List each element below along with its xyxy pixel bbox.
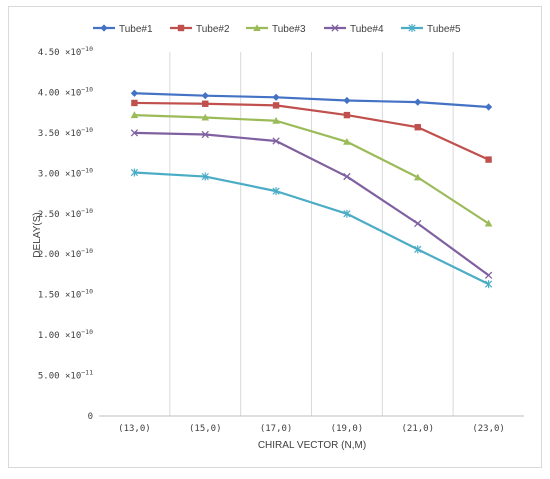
series-line (134, 101, 490, 161)
series-2 (131, 99, 492, 163)
y-tick-label: 4.00 ×10−10 (38, 85, 93, 98)
legend-item: Tube#2 (170, 24, 230, 35)
data-point (130, 111, 139, 119)
series-line (134, 131, 490, 277)
legend-item: Tube#4 (324, 24, 384, 35)
y-tick-label: 4.50 ×10−10 (38, 45, 93, 58)
marker-stroke (343, 172, 351, 181)
x-tick-label: (13,0) (118, 424, 151, 434)
series-5 (130, 168, 493, 289)
data-point (484, 280, 493, 289)
data-point (413, 173, 422, 181)
data-point (484, 103, 493, 111)
marker-stroke (130, 129, 139, 137)
series-line (134, 92, 489, 109)
y-tick-label: 0 (88, 412, 93, 422)
data-point (484, 271, 493, 279)
data-point (343, 96, 351, 105)
y-tick-label: 1.00 ×10−10 (38, 328, 93, 341)
y-tick-label: 5.00 ×10−11 (38, 369, 93, 382)
marker-stroke (331, 24, 339, 32)
legend-marker (177, 24, 185, 32)
x-axis-title: CHIRAL VECTOR (N,M) (258, 440, 366, 451)
y-tick-label: 2.50 ×10−10 (38, 207, 93, 220)
data-point (272, 137, 280, 145)
data-point (414, 124, 421, 131)
data-point (414, 98, 422, 106)
series-group (130, 89, 493, 289)
legend-marker (100, 24, 108, 32)
marker-stroke (272, 137, 280, 145)
axes: (13,0) (15,0) (17,0) (19,0) (21,0) (23,0) 0 5.0… (38, 45, 524, 434)
data-point (201, 130, 209, 139)
y-axis-title: DELAY(S) (32, 212, 43, 257)
series-line (134, 171, 490, 286)
data-point (201, 92, 209, 100)
x-tick-label: (17,0) (260, 424, 293, 434)
legend-label: Tube#4 (350, 24, 384, 35)
y-tick-label: 1.50 ×10−10 (38, 288, 93, 301)
data-point (201, 113, 210, 121)
data-point (414, 245, 422, 254)
data-point (414, 219, 422, 228)
data-point (272, 93, 280, 101)
y-tick-label: 3.00 ×10−10 (38, 166, 93, 179)
data-point (485, 156, 492, 163)
x-tick-label: (19,0) (331, 424, 364, 434)
y-tick-label: 3.50 ×10−10 (38, 126, 93, 139)
x-tick-label: (21,0) (401, 424, 434, 434)
gridlines (169, 52, 454, 416)
marker-stroke (414, 219, 422, 228)
series-3 (130, 111, 493, 227)
legend-label: Tube#5 (427, 24, 461, 35)
data-point (343, 111, 351, 119)
legend-item: Tube#3 (246, 24, 306, 35)
data-point (484, 219, 493, 227)
series-1 (130, 89, 493, 111)
legend-marker (331, 24, 339, 32)
legend-marker (253, 24, 261, 31)
series-line (134, 113, 490, 225)
data-point (343, 172, 351, 181)
data-point (130, 89, 139, 97)
legend-item: Tube#1 (93, 24, 153, 35)
legend-label: Tube#3 (272, 24, 306, 35)
data-point (343, 209, 351, 218)
data-point (272, 116, 280, 124)
y-tick-label: 2.00 ×10−10 (38, 247, 93, 260)
legend-marker (408, 24, 416, 32)
data-point (202, 100, 209, 107)
legend-label: Tube#2 (196, 24, 230, 35)
legend-label: Tube#1 (119, 24, 153, 35)
data-point (343, 137, 351, 145)
legend: Tube#1 Tube#2 Tube#3 Tube#4 Tube#5 (93, 24, 461, 35)
data-point (272, 102, 280, 109)
x-tick-label: (23,0) (472, 424, 505, 434)
marker-stroke (484, 271, 493, 279)
data-point (130, 168, 139, 177)
data-point (130, 129, 139, 137)
data-point (131, 99, 138, 107)
x-tick-label: (15,0) (189, 424, 222, 434)
legend-item: Tube#5 (401, 24, 461, 35)
series-4 (130, 129, 493, 279)
marker-stroke (201, 130, 209, 139)
data-point (272, 187, 280, 196)
data-point (201, 172, 209, 181)
